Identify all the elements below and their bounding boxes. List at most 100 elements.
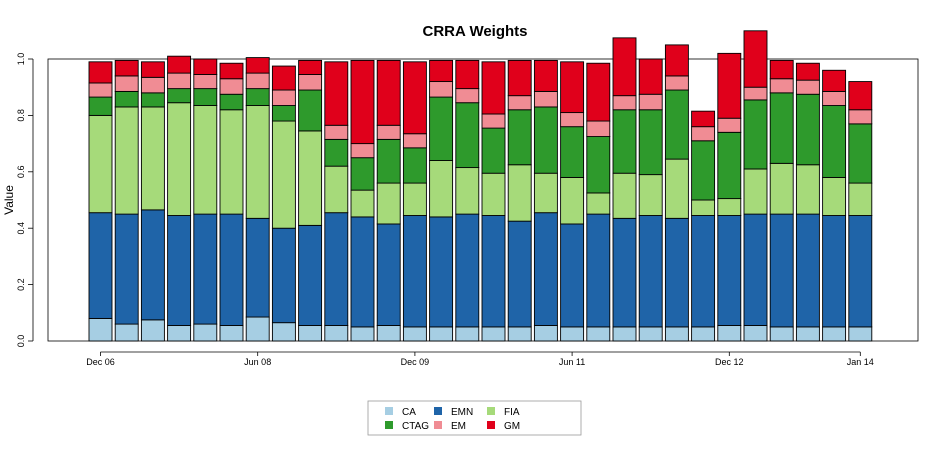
bar-segment-emn-26 [743, 213, 768, 326]
bar-segment-fia-18 [533, 172, 558, 214]
legend-swatch-fia [487, 407, 495, 415]
bar-segment-emn-21 [612, 217, 637, 328]
bar-segment-ca-5 [193, 323, 218, 342]
bar-segment-fia-8 [271, 120, 296, 229]
bar-segment-gm-14 [429, 59, 454, 83]
bar-segment-emn-6 [219, 213, 244, 326]
bar-segment-ca-25 [717, 325, 742, 342]
bar-segment-ca-19 [560, 326, 585, 342]
bar-segment-ca-3 [140, 319, 165, 342]
bar-segment-em-9 [298, 74, 323, 91]
bar-segment-gm-29 [822, 69, 847, 92]
bar-segment-em-27 [769, 78, 794, 94]
legend-label-fia: FIA [504, 407, 520, 418]
bar-segment-ctag-11 [350, 157, 375, 191]
bar-segment-gm-25 [717, 52, 742, 119]
x-axis: Dec 06 Jun 08 Dec 09 Jun 11 Dec 12 Jan 14 [86, 351, 874, 367]
bar-segment-fia-4 [167, 102, 192, 216]
bar-segment-fia-23 [664, 158, 689, 219]
bar-segment-fia-14 [429, 160, 454, 218]
bar-segment-emn-16 [481, 215, 506, 328]
bar-segment-ctag-9 [298, 89, 323, 132]
x-tick-label: Dec 12 [715, 357, 744, 367]
bar-segment-ca-30 [848, 326, 873, 342]
bar-segment-emn-28 [795, 213, 820, 328]
bar-segment-fia-7 [245, 105, 270, 219]
y-tick-label: 0.2 [16, 278, 26, 291]
y-tick-label: 0.0 [16, 335, 26, 348]
bar-segment-ca-11 [350, 326, 375, 342]
bar-segment-gm-26 [743, 30, 768, 88]
bar-segment-gm-27 [769, 59, 794, 80]
bar-segment-gm-11 [350, 59, 375, 145]
bar-segment-ctag-21 [612, 109, 637, 174]
x-tick-label: Dec 06 [86, 357, 115, 367]
bar-segment-em-12 [376, 124, 401, 140]
bar-segment-em-21 [612, 95, 637, 111]
bar-segment-emn-10 [324, 212, 349, 326]
bar-segment-ctag-28 [795, 93, 820, 166]
bar-segment-fia-11 [350, 189, 375, 218]
bar-segment-emn-4 [167, 215, 192, 326]
bar-segment-fia-20 [586, 192, 611, 215]
bar-segment-fia-22 [638, 174, 663, 216]
bar-segment-gm-2 [114, 59, 139, 77]
bar-segment-ctag-2 [114, 90, 139, 108]
bar-segment-em-17 [507, 95, 532, 111]
bar-segment-emn-18 [533, 212, 558, 326]
bar-segment-emn-22 [638, 215, 663, 328]
bar-segment-emn-14 [429, 216, 454, 328]
bar-segment-em-13 [402, 133, 427, 149]
y-tick-label: 0.6 [16, 166, 26, 179]
bar-segment-fia-6 [219, 109, 244, 215]
bar-segment-ca-27 [769, 326, 794, 342]
bar-segment-em-30 [848, 109, 873, 125]
bar-segment-emn-8 [271, 227, 296, 324]
bar-segment-fia-25 [717, 198, 742, 216]
bar-segment-fia-19 [560, 176, 585, 225]
bar-segment-emn-2 [114, 213, 139, 325]
bar-segment-ctag-22 [638, 109, 663, 176]
bar-segment-ctag-6 [219, 93, 244, 111]
bar-segment-ctag-24 [691, 140, 716, 201]
bar-segment-ctag-26 [743, 99, 768, 170]
bar-segment-fia-21 [612, 172, 637, 219]
bar-segment-ctag-10 [324, 138, 349, 167]
bar-segment-em-2 [114, 75, 139, 92]
bar-segment-fia-13 [402, 182, 427, 216]
bar-segment-gm-23 [664, 44, 689, 77]
bars-group [88, 30, 873, 342]
bar-segment-ca-15 [455, 326, 480, 342]
bar-segment-ctag-25 [717, 131, 742, 200]
bar-segment-emn-29 [822, 215, 847, 328]
bar-segment-gm-20 [586, 62, 611, 122]
legend-label-gm: GM [504, 421, 520, 432]
legend-swatch-ctag [385, 421, 393, 429]
bar-segment-ctag-23 [664, 89, 689, 160]
bar-segment-fia-1 [88, 114, 113, 214]
bar-segment-ca-18 [533, 325, 558, 342]
bar-segment-gm-5 [193, 58, 218, 75]
bar-segment-em-11 [350, 143, 375, 159]
bar-segment-emn-12 [376, 223, 401, 326]
bar-segment-em-4 [167, 72, 192, 90]
bar-segment-gm-17 [507, 59, 532, 97]
bar-segment-ctag-29 [822, 105, 847, 178]
x-tick-label: Jun 08 [244, 357, 271, 367]
bar-segment-emn-3 [140, 209, 165, 321]
bar-segment-em-1 [88, 82, 113, 98]
bar-segment-ca-22 [638, 326, 663, 342]
bar-segment-gm-16 [481, 61, 506, 115]
legend-swatch-gm [487, 421, 495, 429]
bar-segment-em-28 [795, 79, 820, 95]
bar-segment-ca-7 [245, 316, 270, 342]
bar-segment-em-18 [533, 90, 558, 108]
legend-swatch-ca [385, 407, 393, 415]
bar-segment-ca-12 [376, 325, 401, 342]
bar-segment-emn-5 [193, 213, 218, 325]
bar-segment-gm-30 [848, 81, 873, 111]
x-tick-label: Jan 14 [847, 357, 874, 367]
legend-swatch-em [434, 421, 442, 429]
bar-segment-em-6 [219, 78, 244, 95]
y-tick-label: 0.4 [16, 222, 26, 235]
